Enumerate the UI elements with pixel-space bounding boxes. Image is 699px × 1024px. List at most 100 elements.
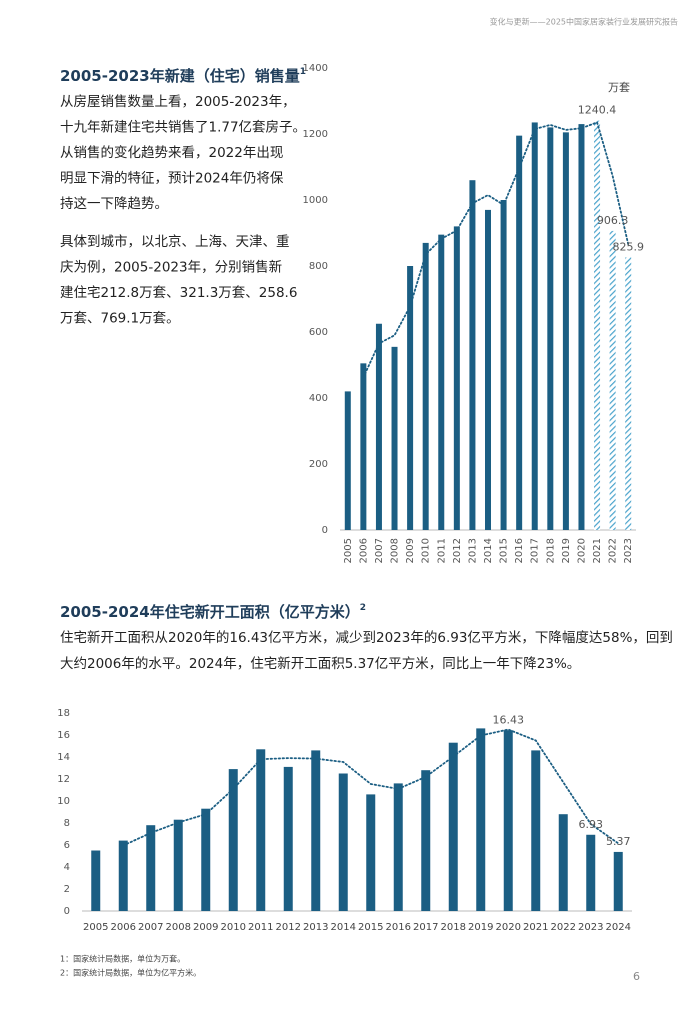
- x-tick-label: 2007: [138, 922, 163, 933]
- y-tick-label: 10: [57, 796, 70, 807]
- title-text: 2005-2023年新建（住宅）销售量: [60, 67, 300, 85]
- y-tick-label: 1200: [303, 129, 328, 140]
- paragraph-line: 住宅新开工面积从2020年的16.43亿平方米，减少到2023年的6.93亿平方…: [60, 630, 673, 646]
- header: 变化与更新——2025中国家居家装行业发展研究报告: [490, 17, 678, 27]
- x-tick-label: 2021: [592, 538, 603, 563]
- x-tick-label: 2013: [467, 538, 478, 563]
- trend-line: [362, 121, 630, 379]
- trend-line: [122, 728, 620, 847]
- x-tick-label: 2013: [303, 922, 328, 933]
- bar: [422, 242, 429, 530]
- x-tick-label: 2010: [421, 538, 432, 563]
- bar: [201, 808, 211, 911]
- x-tick-label: 2008: [166, 922, 191, 933]
- x-tick-label: 2024: [606, 922, 631, 933]
- x-tick-label: 2018: [441, 922, 466, 933]
- x-tick-label: 2023: [623, 538, 634, 563]
- y-tick-label: 800: [309, 261, 328, 272]
- bar: [391, 346, 398, 530]
- bar: [344, 391, 351, 530]
- bar: [558, 814, 568, 911]
- bar: [366, 794, 376, 911]
- bar: [453, 226, 460, 530]
- paragraph-line: 从销售的变化趋势来看，2022年出现: [60, 145, 283, 161]
- bar: [578, 124, 585, 530]
- bar: [91, 850, 101, 911]
- paragraph-line: 十九年新建住宅共销售了1.77亿套房子。: [60, 120, 306, 136]
- value-label: 6.93: [579, 818, 604, 831]
- x-tick-label: 2008: [390, 538, 401, 563]
- bar: [375, 323, 382, 530]
- unit-label: 万套: [608, 81, 630, 94]
- x-tick-label: 2022: [608, 538, 619, 563]
- bar: [503, 730, 513, 911]
- bar: [283, 766, 293, 911]
- x-tick-label: 2009: [193, 922, 218, 933]
- bar: [146, 825, 156, 911]
- x-tick-label: 2010: [221, 922, 246, 933]
- footnote: 2：国家统计局数据，单位为亿平方米。: [60, 968, 201, 978]
- paragraph-line: 明显下滑的特征，预计2024年仍将保: [60, 171, 284, 187]
- value-label: 1240.4: [578, 104, 617, 117]
- x-tick-label: 2011: [248, 922, 273, 933]
- title-ref: 1: [300, 67, 306, 77]
- bar: [609, 230, 616, 530]
- x-tick-label: 2020: [576, 538, 587, 563]
- y-tick-label: 16: [57, 730, 70, 741]
- bar: [485, 209, 491, 530]
- x-tick-label: 2005: [343, 538, 354, 563]
- y-tick-label: 1400: [303, 63, 328, 74]
- bar: [173, 819, 183, 911]
- page-number: 6: [633, 970, 640, 983]
- x-tick-label: 2023: [578, 922, 603, 933]
- bar: [393, 783, 403, 911]
- bar: [586, 834, 596, 911]
- footnote: 1：国家统计局数据，单位为万套。: [60, 954, 185, 964]
- x-tick-label: 2022: [551, 922, 576, 933]
- y-tick-label: 18: [57, 708, 70, 719]
- bar: [625, 257, 632, 530]
- bar: [613, 851, 623, 911]
- x-tick-label: 2014: [483, 538, 494, 563]
- y-tick-label: 2: [64, 884, 70, 895]
- paragraph-line: 大约2006年的水平。2024年，住宅新开工面积5.37亿平方米，同比上一年下降…: [60, 656, 580, 672]
- title-ref: 2: [360, 603, 366, 613]
- bar: [562, 132, 569, 530]
- x-tick-label: 2012: [452, 538, 463, 563]
- value-label: 5.37: [606, 835, 631, 848]
- x-tick-label: 2019: [468, 922, 493, 933]
- value-label: 825.9: [612, 240, 644, 253]
- paragraph-line: 具体到城市，以北京、上海、天津、重: [60, 233, 290, 250]
- bar: [338, 773, 348, 911]
- chart-title: 2005-2024年住宅新开工面积（亿平方米）2: [60, 603, 366, 621]
- bar: [118, 840, 128, 911]
- paragraph-line: 庆为例，2005-2023年，分别销售新: [60, 260, 282, 276]
- y-tick-label: 400: [309, 393, 328, 404]
- x-tick-label: 2017: [530, 538, 541, 563]
- paragraph-line: 万套、769.1万套。: [60, 311, 180, 327]
- bar: [407, 266, 414, 530]
- paragraph-line: 持这一下降趋势。: [60, 195, 168, 212]
- bar: [311, 750, 321, 911]
- bar: [531, 122, 538, 530]
- x-tick-label: 2011: [436, 538, 447, 563]
- bar: [228, 769, 238, 911]
- y-tick-label: 4: [64, 862, 70, 873]
- y-tick-label: 8: [64, 818, 70, 829]
- bar: [531, 750, 541, 911]
- x-tick-label: 2014: [331, 922, 356, 933]
- x-tick-label: 2016: [514, 538, 525, 563]
- bar: [448, 742, 458, 911]
- value-label: 16.43: [493, 713, 525, 726]
- x-tick-label: 2007: [374, 538, 385, 563]
- bar: [469, 180, 476, 530]
- x-tick-label: 2012: [276, 922, 301, 933]
- y-tick-label: 600: [309, 327, 328, 338]
- x-tick-label: 2017: [413, 922, 438, 933]
- bar: [438, 234, 445, 530]
- x-tick-label: 2021: [523, 922, 548, 933]
- y-tick-label: 6: [64, 840, 70, 851]
- bar: [594, 120, 601, 530]
- bar: [360, 363, 367, 530]
